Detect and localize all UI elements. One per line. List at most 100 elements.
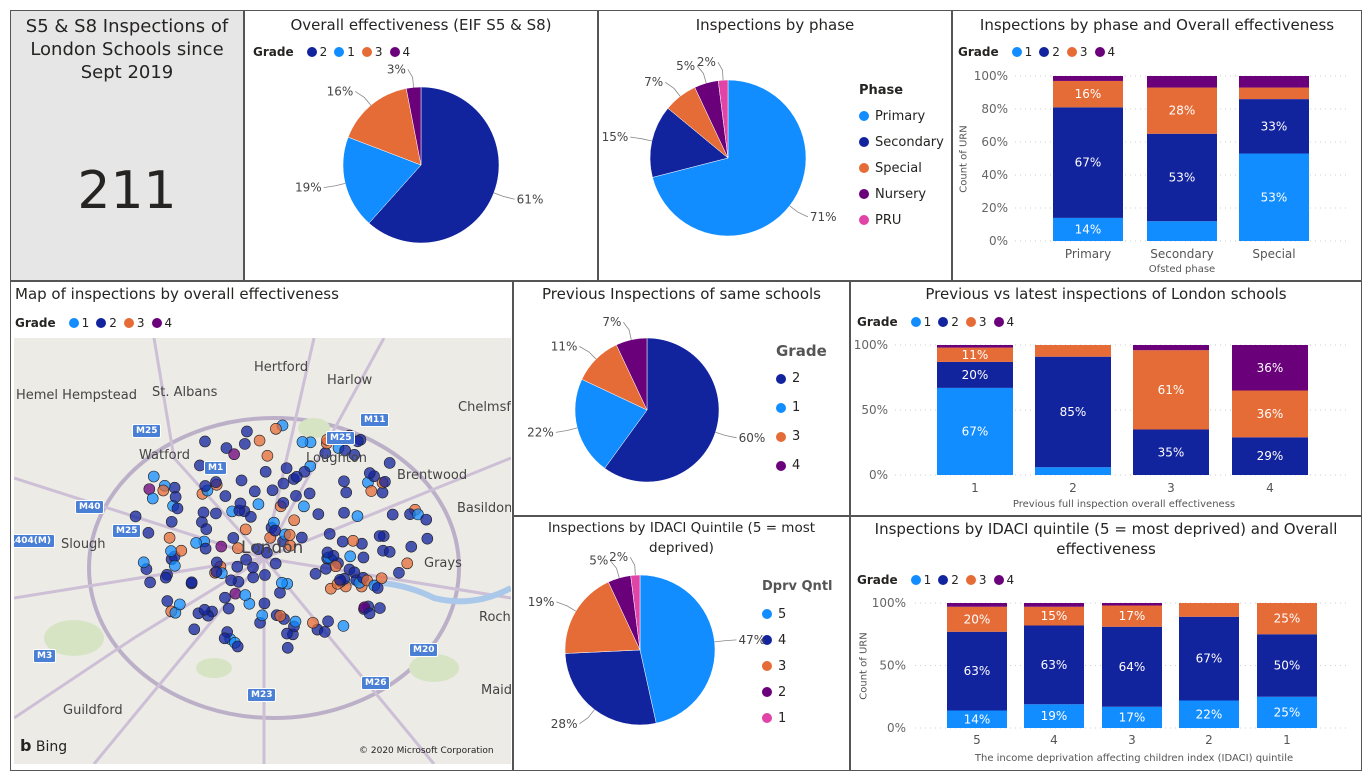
school-marker-grade-3[interactable] — [175, 544, 188, 557]
previous-pie-panel[interactable]: Previous Inspections of same schools Gra… — [513, 281, 850, 516]
legend-item[interactable]: 3 — [1079, 45, 1088, 59]
legend-item[interactable]: 2 — [762, 679, 832, 705]
school-marker-grade-2[interactable] — [421, 532, 434, 545]
school-marker-grade-2[interactable] — [252, 543, 265, 555]
school-marker-grade-3[interactable] — [283, 529, 296, 541]
school-marker-grade-3[interactable] — [307, 616, 319, 629]
legend-item[interactable]: 5 — [762, 601, 832, 627]
school-marker-grade-2[interactable] — [274, 586, 286, 599]
school-marker-grade-2[interactable] — [239, 438, 251, 450]
school-marker-grade-2[interactable] — [379, 475, 391, 488]
school-marker-grade-4[interactable] — [229, 587, 242, 600]
school-marker-grade-1[interactable] — [351, 510, 364, 522]
legend-item[interactable]: 2 — [1052, 45, 1060, 59]
legend-item[interactable]: 4 — [762, 627, 832, 653]
legend-item[interactable]: 2 — [951, 315, 959, 329]
school-marker-grade-3[interactable] — [401, 557, 414, 570]
school-marker-grade-2[interactable] — [210, 507, 222, 520]
school-marker-grade-2[interactable] — [277, 477, 290, 490]
idaci-bar-panel[interactable]: Inspections by IDACI quintile (5 = most … — [850, 516, 1362, 771]
idaci-pie-panel[interactable]: Inspections by IDACI Quintile (5 = most … — [513, 516, 850, 771]
school-marker-grade-2[interactable] — [420, 513, 433, 526]
school-marker-grade-1[interactable] — [337, 620, 350, 632]
school-marker-grade-1[interactable] — [276, 577, 288, 589]
school-marker-grade-2[interactable] — [371, 582, 384, 594]
school-marker-grade-2[interactable] — [219, 591, 231, 604]
prev-latest-panel[interactable]: Previous vs latest inspections of London… — [850, 281, 1362, 516]
school-marker-grade-2[interactable] — [266, 484, 279, 497]
school-marker-grade-2[interactable] — [334, 574, 346, 586]
school-marker-grade-2[interactable] — [247, 561, 259, 574]
school-marker-grade-3[interactable] — [274, 610, 287, 622]
phase-bar-panel[interactable]: Inspections by phase and Overall effecti… — [952, 10, 1362, 281]
school-marker-grade-3[interactable] — [288, 514, 300, 527]
school-marker-grade-2[interactable] — [219, 490, 232, 502]
school-marker-grade-2[interactable] — [258, 597, 271, 610]
school-marker-grade-2[interactable] — [142, 527, 155, 539]
legend-item[interactable]: Special — [859, 155, 944, 181]
school-marker-grade-2[interactable] — [210, 565, 223, 578]
school-marker-grade-2[interactable] — [240, 553, 252, 566]
legend-item[interactable]: 1 — [923, 573, 932, 587]
legend-item[interactable]: Secondary — [859, 129, 944, 155]
school-marker-grade-1[interactable] — [289, 615, 302, 628]
school-marker-grade-2[interactable] — [363, 607, 376, 620]
school-marker-grade-2[interactable] — [357, 551, 370, 564]
school-marker-grade-2[interactable] — [277, 497, 290, 509]
school-marker-grade-1[interactable] — [165, 545, 177, 557]
school-marker-grade-2[interactable] — [245, 511, 257, 523]
school-marker-grade-2[interactable] — [198, 604, 211, 616]
school-marker-grade-4[interactable] — [215, 540, 228, 553]
school-marker-grade-2[interactable] — [248, 485, 261, 498]
school-marker-grade-2[interactable] — [281, 642, 294, 654]
legend-item[interactable]: 4 — [1107, 45, 1116, 59]
school-marker-grade-2[interactable] — [323, 528, 336, 540]
school-marker-grade-2[interactable] — [210, 476, 222, 488]
overall-pie-panel[interactable]: Overall effectiveness (EIF S5 & S8) Grad… — [244, 10, 598, 281]
legend-item[interactable]: 2 — [319, 45, 328, 59]
school-marker-grade-2[interactable] — [290, 470, 303, 483]
school-marker-grade-2[interactable] — [269, 557, 282, 570]
legend-item[interactable]: Nursery — [859, 181, 944, 207]
school-marker-grade-2[interactable] — [303, 487, 316, 500]
map-canvas[interactable]: Hertford Harlow Hemel Hempstead St. Alba… — [14, 338, 511, 764]
school-marker-grade-2[interactable] — [197, 506, 210, 519]
school-marker-grade-2[interactable] — [220, 442, 233, 454]
school-marker-grade-2[interactable] — [185, 576, 198, 589]
school-marker-grade-2[interactable] — [199, 435, 211, 448]
legend-item[interactable]: PRU — [859, 207, 944, 233]
school-marker-grade-2[interactable] — [336, 535, 349, 548]
legend-item[interactable]: 3 — [776, 422, 827, 451]
school-marker-grade-3[interactable] — [163, 531, 176, 544]
school-marker-grade-2[interactable] — [222, 602, 235, 615]
legend-item[interactable]: Primary — [859, 103, 944, 129]
school-marker-grade-1[interactable] — [169, 560, 181, 572]
school-marker-grade-2[interactable] — [231, 640, 244, 653]
school-marker-grade-1[interactable] — [239, 589, 252, 601]
school-marker-grade-1[interactable] — [147, 470, 160, 483]
school-marker-grade-2[interactable] — [199, 542, 212, 555]
school-marker-grade-2[interactable] — [259, 465, 272, 478]
school-marker-grade-2[interactable] — [188, 623, 201, 636]
phase-pie-panel[interactable]: Inspections by phase Phase Primary Secon… — [598, 10, 952, 281]
school-marker-grade-2[interactable] — [373, 530, 386, 542]
school-marker-grade-1[interactable] — [344, 550, 357, 563]
school-marker-grade-2[interactable] — [218, 632, 231, 645]
legend-item[interactable]: 4 — [776, 451, 827, 480]
legend-item[interactable]: 1 — [1024, 45, 1033, 59]
legend-item[interactable]: 3 — [374, 45, 383, 59]
school-marker-grade-2[interactable] — [241, 425, 253, 438]
school-marker-grade-2[interactable] — [161, 595, 174, 607]
legend-item[interactable]: 2 — [951, 573, 959, 587]
school-marker-grade-1[interactable] — [296, 436, 309, 448]
school-marker-grade-2[interactable] — [309, 567, 322, 580]
school-marker-grade-2[interactable] — [339, 444, 351, 457]
school-marker-grade-2[interactable] — [281, 627, 293, 640]
legend-item[interactable]: 1 — [776, 393, 827, 422]
school-marker-grade-3[interactable] — [261, 450, 274, 462]
school-marker-grade-2[interactable] — [340, 486, 353, 499]
school-marker-grade-2[interactable] — [320, 562, 332, 575]
school-marker-grade-2[interactable] — [200, 523, 213, 535]
school-marker-grade-2[interactable] — [280, 462, 293, 474]
school-marker-grade-3[interactable] — [375, 572, 388, 585]
